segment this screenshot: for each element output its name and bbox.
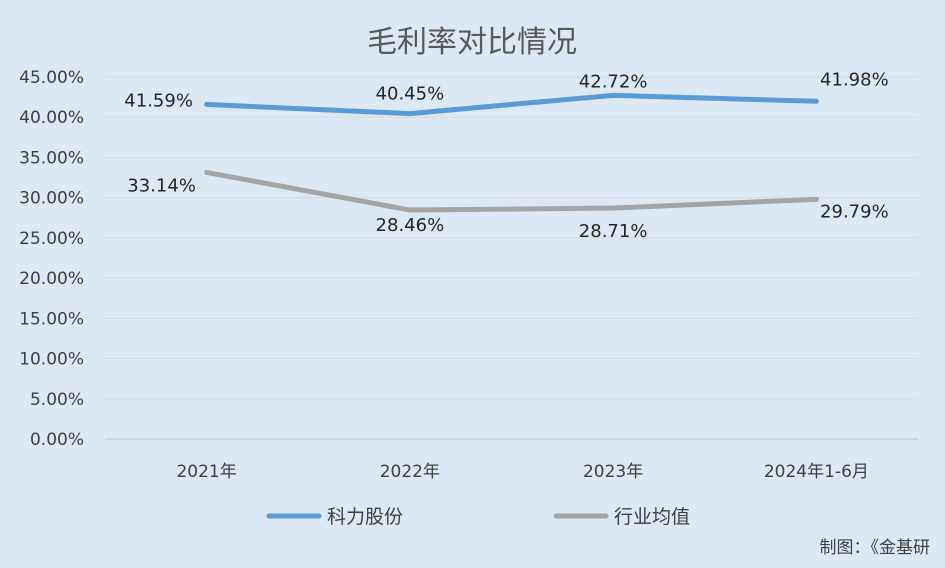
series-line-1 [204, 92, 819, 117]
series-lines [204, 92, 819, 213]
legend-label: 行业均值 [614, 506, 690, 528]
y-tick-label: 10.00% [19, 350, 84, 370]
y-tick-label: 20.00% [19, 269, 84, 289]
y-tick-label: 35.00% [19, 148, 84, 168]
source-note: 制图：《金基研 [820, 538, 931, 558]
y-tick-label: 45.00% [19, 68, 84, 88]
x-axis-ticks: 2021年 2022年 2023年 2024年1-6月 [176, 462, 868, 482]
y-tick-label: 40.00% [19, 108, 84, 128]
legend: 科力股份 行业均值 [266, 506, 690, 528]
y-tick-label: 15.00% [19, 309, 84, 329]
data-labels: 41.59% 40.45% 42.72% 41.98% 33.14% 28.46% 28.7… [124, 69, 888, 242]
chart-title: 毛利率对比情况 [367, 25, 577, 60]
data-label: 33.14% [127, 175, 196, 196]
x-tick-label: 2024年1-6月 [764, 462, 869, 482]
y-tick-label: 5.00% [30, 390, 84, 410]
y-tick-label: 25.00% [19, 229, 84, 249]
data-label: 42.72% [579, 71, 648, 92]
y-tick-label: 0.00% [30, 430, 84, 450]
x-tick-label: 2023年 [583, 462, 643, 482]
legend-label: 科力股份 [327, 506, 403, 528]
x-tick-label: 2021年 [176, 462, 236, 482]
data-label: 41.59% [124, 90, 193, 111]
series-line-2 [204, 169, 819, 213]
data-label: 28.71% [579, 221, 648, 242]
data-label: 41.98% [820, 69, 889, 90]
data-label: 40.45% [376, 84, 445, 105]
y-tick-label: 30.00% [19, 189, 84, 209]
data-label: 29.79% [820, 201, 889, 222]
x-tick-label: 2022年 [380, 462, 440, 482]
y-axis-ticks: 0.00% 5.00% 10.00% 15.00% 20.00% 25.00% 30.00%… [19, 68, 84, 450]
gridlines [105, 76, 918, 440]
data-label: 28.46% [376, 215, 445, 236]
